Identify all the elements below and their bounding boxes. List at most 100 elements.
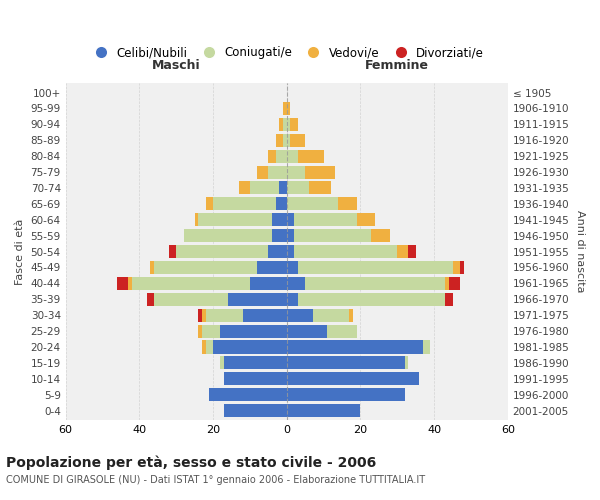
Legend: Celibi/Nubili, Coniugati/e, Vedovi/e, Divorziati/e: Celibi/Nubili, Coniugati/e, Vedovi/e, Di… <box>85 42 488 64</box>
Bar <box>287 118 290 131</box>
Bar <box>224 372 287 386</box>
Bar <box>206 198 213 210</box>
Bar <box>257 261 287 274</box>
Bar <box>151 261 154 274</box>
Text: Maschi: Maschi <box>152 59 200 72</box>
Bar <box>449 277 460 290</box>
Bar <box>154 261 257 274</box>
Bar <box>224 404 287 417</box>
Bar <box>213 340 287 353</box>
Bar <box>199 213 272 226</box>
Bar <box>298 293 445 306</box>
Bar <box>250 182 280 194</box>
Bar <box>305 277 445 290</box>
Bar <box>283 118 287 131</box>
Bar <box>404 356 409 370</box>
Bar <box>294 213 357 226</box>
Bar <box>268 166 287 178</box>
Bar <box>287 182 309 194</box>
Bar <box>445 293 452 306</box>
Bar <box>220 324 287 338</box>
Bar <box>257 166 268 178</box>
Bar <box>290 118 298 131</box>
Text: Femmine: Femmine <box>365 59 429 72</box>
Bar <box>275 150 287 162</box>
Bar <box>209 388 287 401</box>
Bar <box>294 229 371 242</box>
Bar <box>250 277 287 290</box>
Bar <box>287 213 294 226</box>
Bar <box>239 182 250 194</box>
Bar <box>287 277 305 290</box>
Bar <box>460 261 464 274</box>
Bar <box>202 324 220 338</box>
Bar <box>287 198 338 210</box>
Bar <box>202 340 206 353</box>
Bar <box>287 308 313 322</box>
Bar <box>287 356 404 370</box>
Bar <box>298 150 323 162</box>
Bar <box>228 293 287 306</box>
Bar <box>287 261 298 274</box>
Bar <box>287 340 423 353</box>
Bar <box>283 102 287 115</box>
Bar <box>287 324 327 338</box>
Bar <box>290 134 305 147</box>
Bar <box>309 182 331 194</box>
Bar <box>287 293 298 306</box>
Bar <box>206 340 213 353</box>
Bar <box>357 213 375 226</box>
Bar <box>313 308 349 322</box>
Bar <box>213 198 275 210</box>
Bar <box>287 388 404 401</box>
Y-axis label: Fasce di età: Fasce di età <box>15 218 25 285</box>
Bar <box>184 229 272 242</box>
Bar <box>275 134 283 147</box>
Bar <box>242 308 287 322</box>
Bar <box>371 229 390 242</box>
Bar <box>220 356 224 370</box>
Bar <box>280 118 283 131</box>
Text: COMUNE DI GIRASOLE (NU) - Dati ISTAT 1° gennaio 2006 - Elaborazione TUTTITALIA.I: COMUNE DI GIRASOLE (NU) - Dati ISTAT 1° … <box>6 475 425 485</box>
Bar <box>206 308 242 322</box>
Bar <box>338 198 357 210</box>
Bar <box>154 293 228 306</box>
Bar <box>268 245 287 258</box>
Bar <box>287 404 361 417</box>
Bar <box>452 261 460 274</box>
Bar <box>199 308 202 322</box>
Bar <box>176 245 268 258</box>
Bar <box>272 229 287 242</box>
Bar <box>409 245 416 258</box>
Bar <box>298 261 452 274</box>
Bar <box>128 277 132 290</box>
Bar <box>423 340 430 353</box>
Bar <box>287 134 290 147</box>
Bar <box>287 245 294 258</box>
Bar <box>283 134 287 147</box>
Bar <box>268 150 275 162</box>
Bar <box>280 182 287 194</box>
Bar <box>287 166 305 178</box>
Bar <box>445 277 449 290</box>
Bar <box>202 308 206 322</box>
Bar <box>287 372 419 386</box>
Bar <box>397 245 409 258</box>
Bar <box>272 213 287 226</box>
Bar <box>275 198 287 210</box>
Bar <box>349 308 353 322</box>
Bar <box>194 213 199 226</box>
Bar <box>147 293 154 306</box>
Bar <box>117 277 128 290</box>
Bar <box>287 102 290 115</box>
Bar <box>294 245 397 258</box>
Bar <box>287 229 294 242</box>
Text: Popolazione per età, sesso e stato civile - 2006: Popolazione per età, sesso e stato civil… <box>6 455 376 469</box>
Bar <box>132 277 250 290</box>
Bar <box>199 324 202 338</box>
Bar <box>169 245 176 258</box>
Bar <box>327 324 357 338</box>
Bar <box>224 356 287 370</box>
Bar <box>287 150 298 162</box>
Bar <box>305 166 335 178</box>
